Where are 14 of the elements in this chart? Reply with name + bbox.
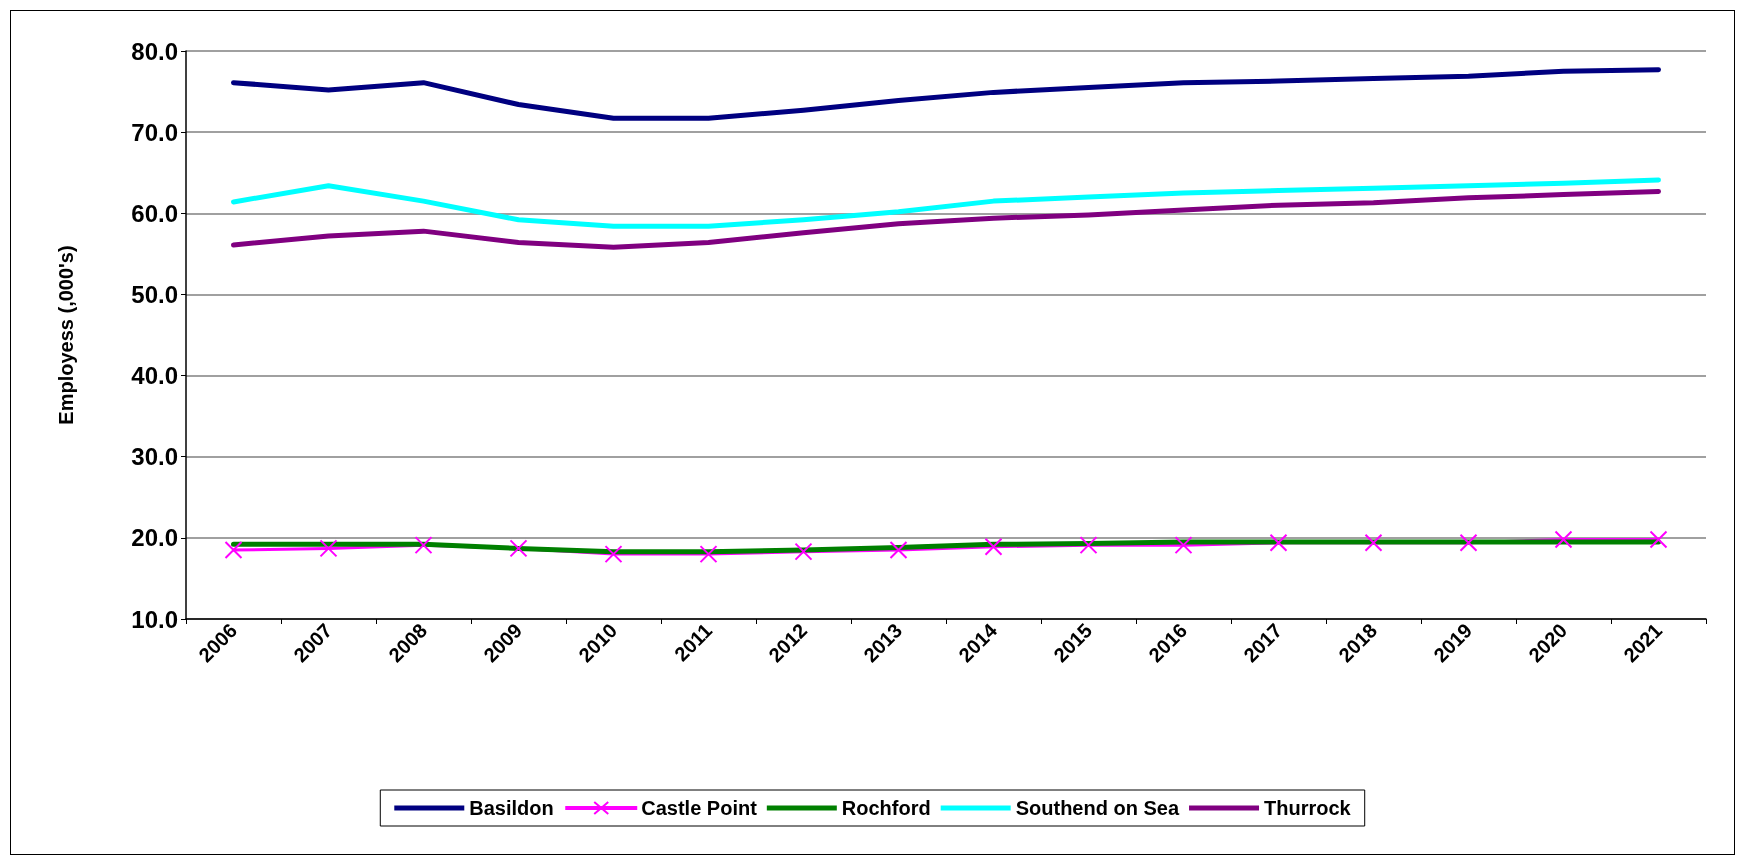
- legend-label: Southend on Sea: [1015, 797, 1180, 819]
- y-tick-label: 60.0: [131, 199, 178, 227]
- y-tick-label: 50.0: [131, 280, 178, 308]
- legend-label: Rochford: [841, 797, 931, 819]
- y-tick-label: 70.0: [131, 118, 178, 146]
- y-axis-title: Employess (,000's): [55, 245, 77, 425]
- legend-label: Thurrock: [1264, 797, 1352, 819]
- y-tick-label: 30.0: [131, 443, 178, 471]
- y-tick-label: 40.0: [131, 362, 178, 390]
- legend-label: Basildon: [469, 797, 554, 819]
- y-tick-label: 10.0: [131, 605, 178, 633]
- y-tick-label: 80.0: [131, 37, 178, 65]
- y-tick-label: 20.0: [131, 524, 178, 552]
- legend-label: Castle Point: [641, 797, 758, 819]
